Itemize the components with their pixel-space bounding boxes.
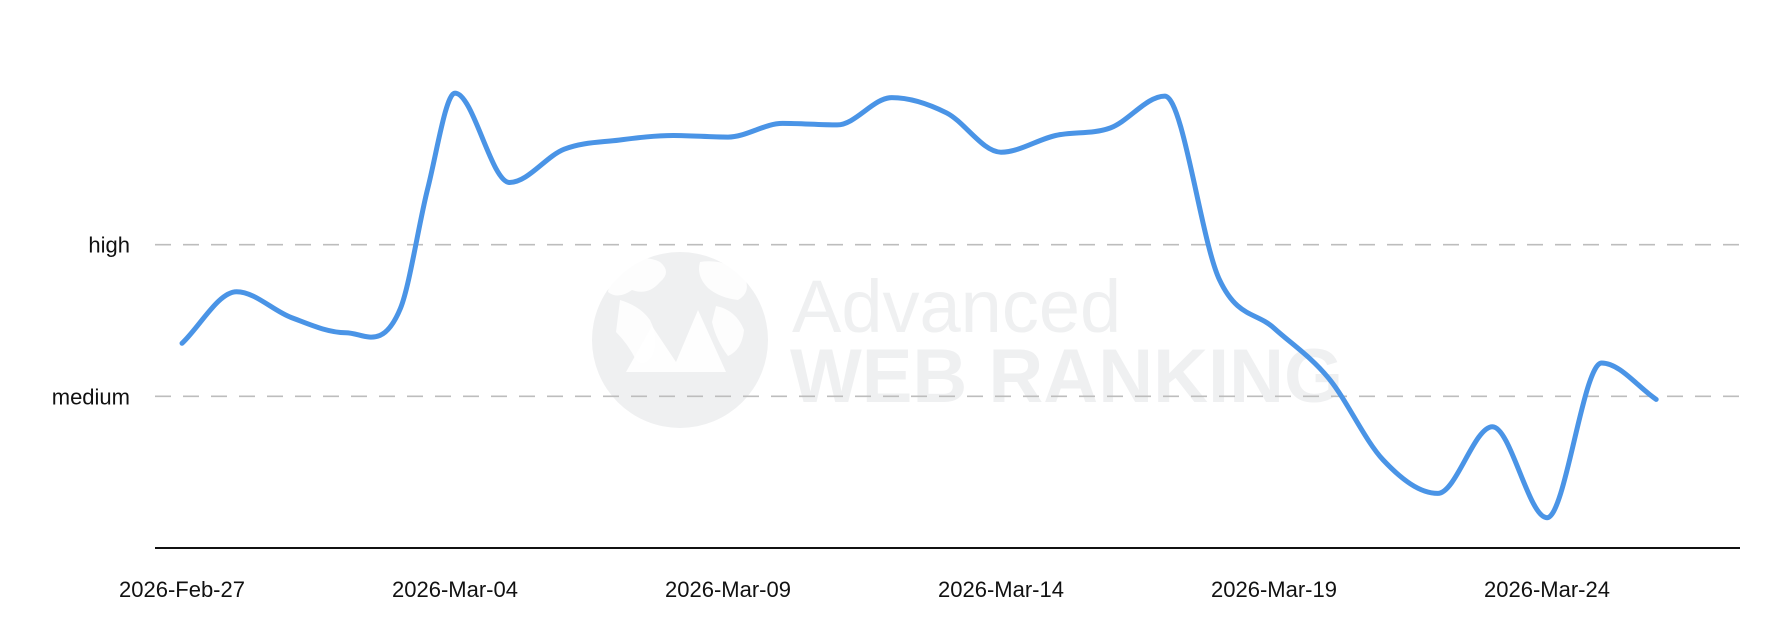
watermark-text-web-ranking: WEB RANKING xyxy=(790,334,1343,419)
x-tick-label: 2026-Feb-27 xyxy=(119,577,245,602)
x-tick-label: 2026-Mar-09 xyxy=(665,577,791,602)
y-tick-label-medium: medium xyxy=(52,384,130,409)
grid-lines xyxy=(155,243,1740,398)
x-tick-label: 2026-Mar-14 xyxy=(938,577,1064,602)
x-tick-label: 2026-Mar-04 xyxy=(392,577,518,602)
x-tick-label: 2026-Mar-24 xyxy=(1484,577,1610,602)
x-tick-label: 2026-Mar-19 xyxy=(1211,577,1337,602)
globe-icon xyxy=(592,252,768,428)
y-tick-label-high: high xyxy=(88,233,130,258)
watermark-text-advanced: Advanced xyxy=(792,265,1121,348)
watermark-logo: Advanced WEB RANKING xyxy=(592,252,1343,428)
series-group xyxy=(179,90,1659,521)
series-line-1 xyxy=(179,90,1659,521)
x-axis-labels: 2026-Feb-27 2026-Mar-04 2026-Mar-09 2026-Ma… xyxy=(119,577,1610,602)
y-axis-labels: medium high xyxy=(52,233,130,410)
